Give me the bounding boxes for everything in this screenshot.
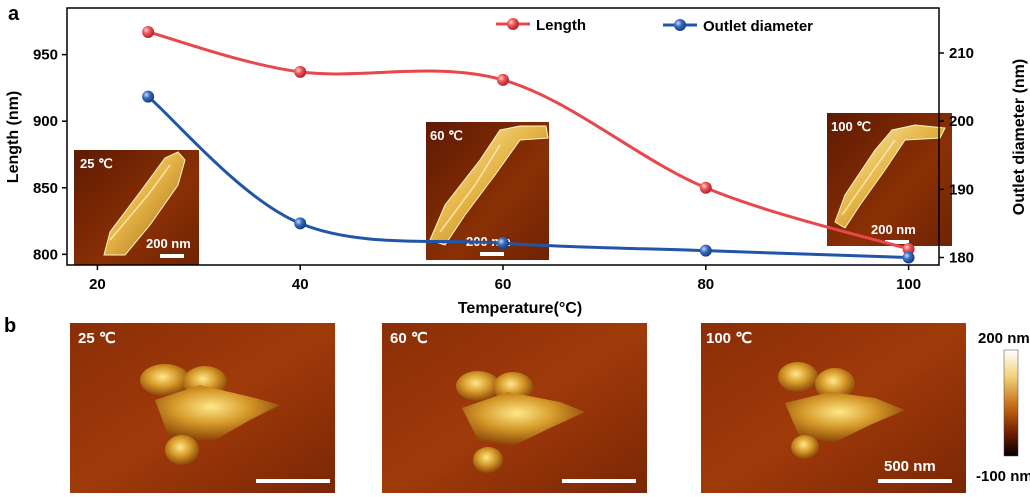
data-point-length bbox=[699, 181, 712, 194]
colorbar-min-label: -100 nm bbox=[976, 468, 1030, 485]
data-point-outlet-diameter bbox=[699, 244, 712, 257]
scale-bar bbox=[160, 254, 184, 258]
data-point-length bbox=[497, 73, 509, 86]
y-axis-left: 800 850 900 950 bbox=[33, 47, 67, 263]
data-point-length bbox=[294, 65, 307, 78]
x-tick-label: 80 bbox=[697, 276, 714, 293]
nanocrystal-shape bbox=[429, 125, 549, 246]
inset-temp-label: 25 ℃ bbox=[80, 156, 113, 171]
panel-a-label: a bbox=[8, 3, 20, 25]
scale-bar-label: 200 nm bbox=[146, 236, 191, 251]
x-axis: 20 40 60 80 100 bbox=[89, 265, 921, 293]
data-point-outlet-diameter bbox=[294, 217, 307, 230]
x-tick-label: 20 bbox=[89, 276, 106, 293]
legend-item-length: Length bbox=[496, 17, 586, 34]
legend-marker bbox=[674, 19, 686, 31]
scale-bar bbox=[562, 479, 636, 483]
scale-bar bbox=[256, 479, 330, 483]
y2-tick-label: 210 bbox=[949, 45, 974, 62]
data-point-length bbox=[142, 25, 155, 38]
x-tick-label: 60 bbox=[495, 276, 512, 293]
y2-tick-label: 190 bbox=[949, 181, 974, 198]
afm-temp-label: 60 ℃ bbox=[390, 330, 428, 347]
y-tick-label: 850 bbox=[33, 180, 58, 197]
x-tick-label: 100 bbox=[896, 276, 921, 293]
nanocrystal-shape bbox=[834, 124, 946, 229]
data-point-length bbox=[902, 243, 915, 256]
y-tick-label: 800 bbox=[33, 246, 58, 263]
scale-bar bbox=[480, 252, 504, 256]
y-tick-label: 900 bbox=[33, 113, 58, 130]
scale-bar bbox=[885, 240, 909, 244]
afm-image-100c: 100 ℃ 500 nm bbox=[701, 323, 966, 493]
inset-temp-label: 60 ℃ bbox=[430, 128, 463, 143]
data-point-outlet-diameter bbox=[142, 90, 155, 103]
x-tick-label: 40 bbox=[292, 276, 309, 293]
legend: Length Outlet diameter bbox=[496, 17, 813, 35]
y-tick-label: 950 bbox=[33, 47, 58, 64]
panel-b-label: b bbox=[4, 315, 16, 337]
afm-image-25c: 25 ℃ bbox=[70, 323, 335, 493]
data-point-outlet-diameter bbox=[902, 251, 915, 264]
scale-bar-label: 500 nm bbox=[884, 458, 936, 475]
data-point-outlet-diameter bbox=[497, 237, 509, 250]
series-line-length bbox=[147, 30, 910, 251]
y-axis-title-right: Outlet diameter (nm) bbox=[1011, 59, 1028, 215]
scale-bar-label: 200 nm bbox=[871, 222, 916, 237]
afm-temp-label: 100 ℃ bbox=[706, 330, 752, 347]
afm-temp-label: 25 ℃ bbox=[78, 330, 116, 347]
afm-image-60c: 60 ℃ bbox=[382, 323, 647, 493]
legend-marker bbox=[507, 18, 519, 30]
inset-60c: 60 ℃ 200 nm bbox=[426, 122, 549, 260]
y-axis-right: 180 190 200 210 bbox=[939, 45, 974, 267]
legend-item-outlet-diameter: Outlet diameter bbox=[663, 18, 813, 35]
y2-tick-label: 200 bbox=[949, 113, 974, 130]
height-colorbar: 200 nm -100 nm bbox=[976, 330, 1030, 485]
y2-tick-label: 180 bbox=[949, 250, 974, 267]
x-axis-title: Temperature(°C) bbox=[458, 300, 582, 317]
legend-label: Length bbox=[536, 17, 586, 34]
scale-bar bbox=[878, 479, 952, 483]
inset-25c: 25 ℃ 200 nm bbox=[74, 150, 199, 265]
y-axis-title-left: Length (nm) bbox=[5, 91, 22, 183]
inset-100c: 100 ℃ 200 nm bbox=[827, 113, 952, 246]
inset-temp-label: 100 ℃ bbox=[831, 119, 871, 134]
legend-label: Outlet diameter bbox=[703, 18, 813, 35]
colorbar-max-label: 200 nm bbox=[978, 330, 1030, 347]
nanocrystal-shape bbox=[103, 151, 186, 256]
series-points bbox=[142, 25, 915, 264]
